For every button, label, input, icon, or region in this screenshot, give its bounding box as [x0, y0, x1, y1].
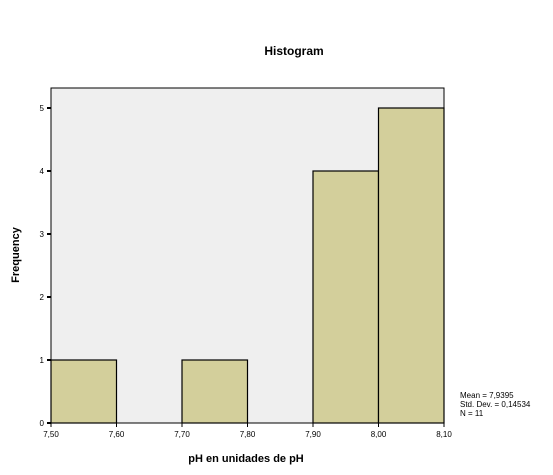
- x-tick-label: 7,50: [43, 430, 59, 439]
- stats-line: N = 11: [460, 409, 484, 418]
- x-axis-label: pH en unidades de pH: [188, 453, 304, 465]
- stats-line: Std. Dev. = 0,14534: [460, 400, 531, 409]
- y-tick-label: 4: [40, 167, 45, 176]
- bars-group: [50, 107, 445, 424]
- histogram-bar-2: [181, 359, 249, 424]
- histogram-bar-5: [377, 107, 445, 424]
- y-tick-label: 3: [40, 230, 45, 239]
- y-tick-label: 5: [40, 104, 45, 113]
- x-tick-label: 7,70: [174, 430, 190, 439]
- x-tick-label: 8,00: [371, 430, 387, 439]
- y-tick-label: 2: [40, 293, 45, 302]
- x-tick-label: 7,90: [305, 430, 321, 439]
- x-tick-label: 7,80: [240, 430, 256, 439]
- chart-title: Histogram: [264, 44, 323, 58]
- y-tick-label: 0: [40, 419, 45, 428]
- x-tick-label: 8,10: [436, 430, 452, 439]
- y-axis-label: Frequency: [10, 226, 22, 283]
- x-axis: 7,50 7,60 7,70 7,80 7,90 8,00 8,10: [43, 423, 452, 439]
- stats-line: Mean = 7,9395: [460, 391, 514, 400]
- histogram-bar-4: [312, 170, 380, 424]
- histogram-bar-0: [50, 359, 118, 424]
- x-tick-label: 7,60: [109, 430, 125, 439]
- y-tick-label: 1: [40, 356, 45, 365]
- y-axis: 0 1 2 3 4 5: [40, 104, 51, 428]
